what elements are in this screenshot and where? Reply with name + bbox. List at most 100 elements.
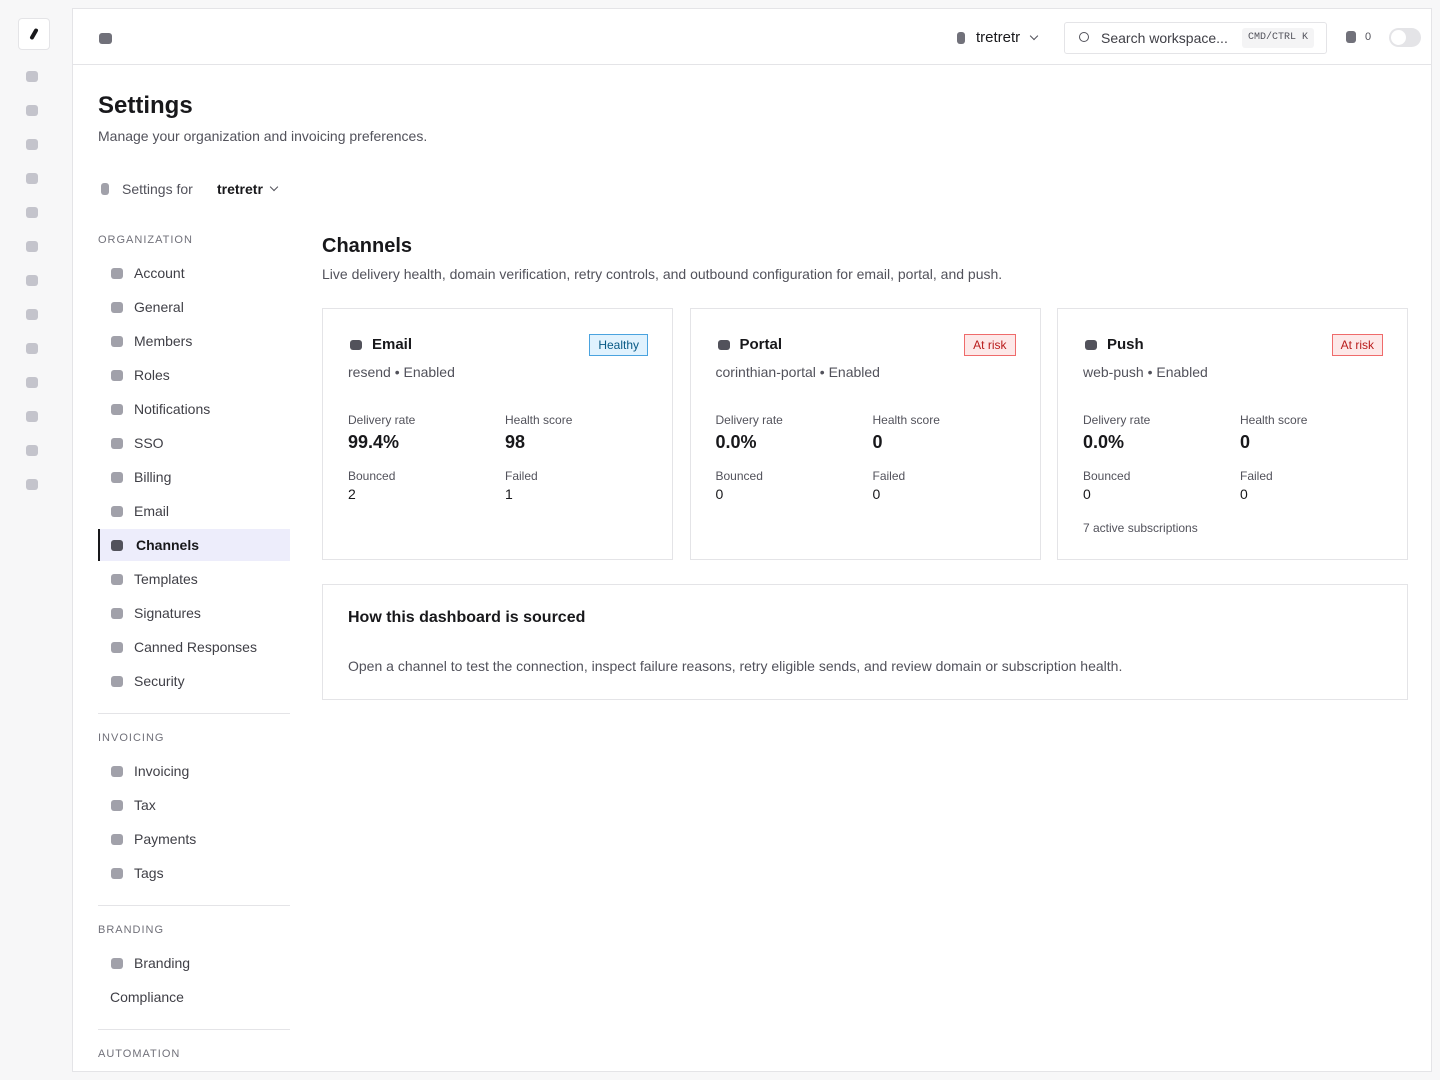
nav-item[interactable]: Branding — [134, 955, 191, 971]
page-title: Settings — [98, 92, 193, 119]
nav-section-title: ORGANIZATION — [98, 234, 193, 246]
icon — [111, 369, 123, 381]
stat-value: 0 — [715, 486, 724, 502]
stat-value: 0 — [872, 432, 883, 452]
icon-rail — [0, 0, 60, 1080]
stat-value: 0 — [872, 486, 881, 502]
theme-toggle[interactable] — [1389, 28, 1421, 47]
icon — [26, 104, 38, 116]
stat-label: Delivery rate — [1083, 413, 1151, 427]
logo-mark — [29, 27, 39, 41]
shortcut: CMD/CTRL K — [1242, 28, 1315, 48]
nav-active-bg — [98, 529, 290, 561]
icon — [111, 539, 123, 551]
status-badge: At risk — [964, 334, 1016, 356]
nav-item[interactable]: Canned Responses — [134, 639, 257, 655]
icon — [1346, 31, 1356, 43]
stat-label: Delivery rate — [348, 413, 416, 427]
main-panel: tretretr Search workspace... CMD/CTRL K 0 Se… — [72, 8, 1432, 1072]
info-box: How this dashboard is sourced Open a chan… — [322, 584, 1408, 700]
nav-item[interactable]: Notifications — [134, 401, 211, 417]
stat-label: Health score — [872, 413, 940, 427]
icon — [26, 444, 38, 456]
stat-value: 2 — [348, 486, 356, 502]
nav-item[interactable]: Roles — [134, 367, 170, 383]
icon — [717, 340, 730, 350]
page-subtitle: Manage your organization and invoicing p… — [98, 128, 428, 144]
icon — [26, 172, 38, 184]
stat-label: Failed — [1240, 469, 1273, 483]
nav-item[interactable]: Tax — [134, 797, 156, 813]
channel-card[interactable]: Portal At risk corinthian-portal • Enabled… — [689, 308, 1041, 560]
workspace-selector[interactable]: tretretr — [976, 29, 1021, 46]
scope-org[interactable]: tretretr — [217, 181, 263, 197]
stat-label: Bounced — [715, 469, 763, 483]
search-box[interactable]: Search workspace... CMD/CTRL K — [1064, 22, 1327, 54]
scope-label: Settings for — [122, 181, 193, 197]
icon — [111, 437, 123, 449]
channel-name: Portal — [739, 336, 783, 353]
toggle-knob — [1391, 30, 1406, 45]
icon — [111, 607, 123, 619]
section-description: Live delivery health, domain verificatio… — [322, 266, 1003, 282]
icon — [1085, 340, 1097, 350]
status-badge: At risk — [1331, 334, 1383, 356]
topbar — [73, 9, 1431, 65]
nav-item[interactable]: Members — [134, 333, 193, 349]
nav-item[interactable]: General — [134, 299, 184, 315]
channel-name: Email — [372, 336, 413, 353]
nav-item[interactable]: Templates — [134, 571, 198, 587]
icon — [111, 573, 123, 585]
icon — [26, 138, 38, 150]
stat-label: Failed — [872, 469, 906, 483]
icon — [26, 478, 38, 490]
channel-card[interactable]: Push At risk web-push • Enabled Delivery ra… — [1057, 308, 1408, 560]
nav-divider — [98, 1029, 290, 1030]
icon — [111, 301, 123, 313]
stat-label: Failed — [505, 469, 538, 483]
nav-item[interactable]: Email — [134, 503, 170, 519]
stat-value: 99.4% — [348, 432, 400, 452]
channel-subtitle: web-push • Enabled — [1083, 364, 1208, 380]
chevron — [269, 182, 279, 192]
nav-item[interactable]: Account — [134, 265, 185, 281]
nav-item[interactable]: Security — [134, 673, 185, 689]
stat-label: Bounced — [348, 469, 396, 483]
channel-card[interactable]: Email Healthy resend • Enabled Delivery rat… — [322, 308, 673, 560]
icon — [111, 403, 123, 415]
nav-item[interactable]: Channels — [136, 537, 200, 553]
notification-count[interactable]: 0 — [1365, 31, 1372, 43]
stat-value: 1 — [505, 486, 513, 502]
nav-item[interactable]: Invoicing — [134, 763, 190, 779]
nav-item[interactable]: Payments — [134, 831, 197, 847]
logo[interactable] — [18, 18, 50, 50]
nav-item[interactable]: Compliance — [110, 989, 184, 1005]
search-icon — [1079, 32, 1089, 42]
nav-section-title: BRANDING — [98, 924, 165, 936]
stat-label: Health score — [505, 413, 573, 427]
stat-value: 98 — [505, 432, 526, 452]
icon — [111, 335, 123, 347]
channel-note: 7 active subscriptions — [1083, 521, 1198, 535]
nav-item[interactable]: SSO — [134, 435, 164, 451]
stat-value: 0 — [1240, 486, 1248, 502]
icon — [26, 342, 38, 354]
channel-subtitle: corinthian-portal • Enabled — [715, 364, 880, 380]
icon — [26, 70, 38, 82]
nav-divider — [98, 905, 290, 906]
nav-item[interactable]: Tags — [134, 865, 164, 881]
icon — [111, 505, 123, 517]
nav-section-title: AUTOMATION — [98, 1048, 181, 1060]
nav-section-title: INVOICING — [98, 732, 165, 744]
nav-item[interactable]: Billing — [134, 469, 172, 485]
info-text: Open a channel to test the connection, i… — [348, 658, 1123, 674]
icon — [26, 274, 38, 286]
stat-label: Bounced — [1083, 469, 1131, 483]
section-title: Channels — [322, 235, 413, 257]
search-placeholder: Search workspace... — [1101, 30, 1228, 46]
icon — [111, 957, 123, 969]
nav-item[interactable]: Signatures — [134, 605, 201, 621]
icon — [111, 267, 123, 279]
